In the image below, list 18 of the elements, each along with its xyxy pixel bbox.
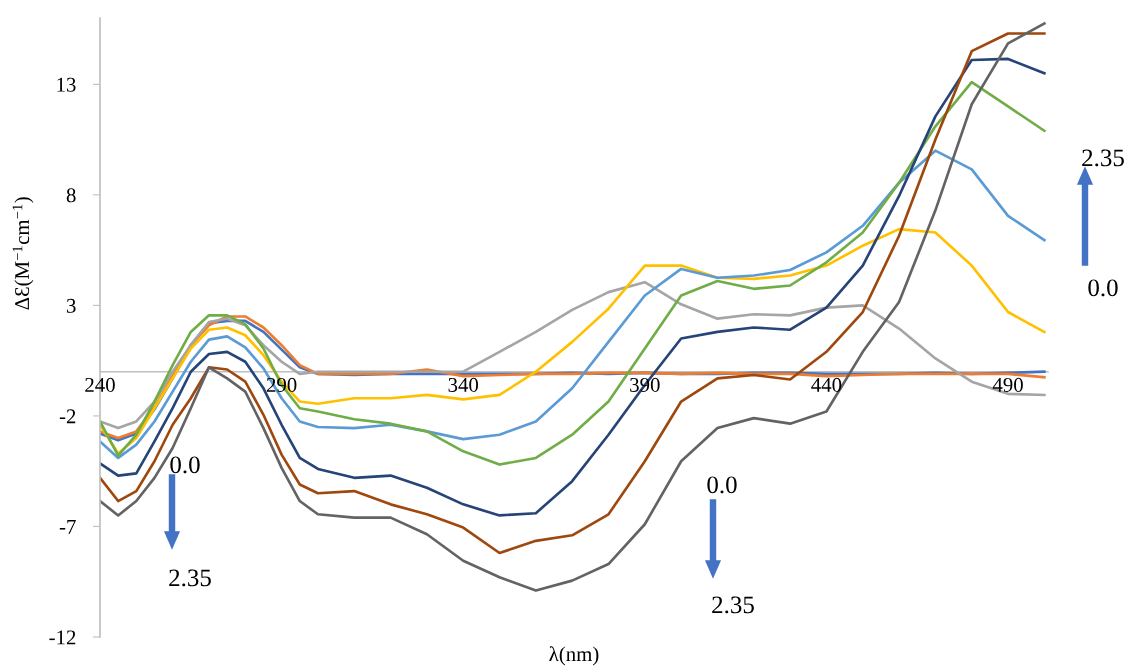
text: 0.0 [1088,279,1118,297]
annotation: 0.0 [707,476,737,494]
x-tick-label: 490 [992,377,1023,392]
y-tick-label: 3 [66,298,76,313]
x-tick-label: 440 [811,377,842,392]
x-tick-label: 240 [85,377,115,392]
y-tick-label: -12 [49,630,76,645]
x-axis-title: λ(nm) [549,646,599,666]
annotation: 2.35 [169,569,211,587]
y-axis-title: ΔƐ(M$^{−1}$cm$^{−1}$) [12,197,34,310]
annotation: 2.35 [712,596,754,614]
y-tick-label: -2 [59,409,76,424]
y-tick-label: 8 [66,188,76,203]
annotation: 0.0 [170,456,200,474]
y-tick-label: -7 [59,520,76,534]
x-tick-label: 340 [448,377,479,392]
y-tick-label: 13 [57,77,76,92]
text: 2.35 [1082,149,1124,167]
